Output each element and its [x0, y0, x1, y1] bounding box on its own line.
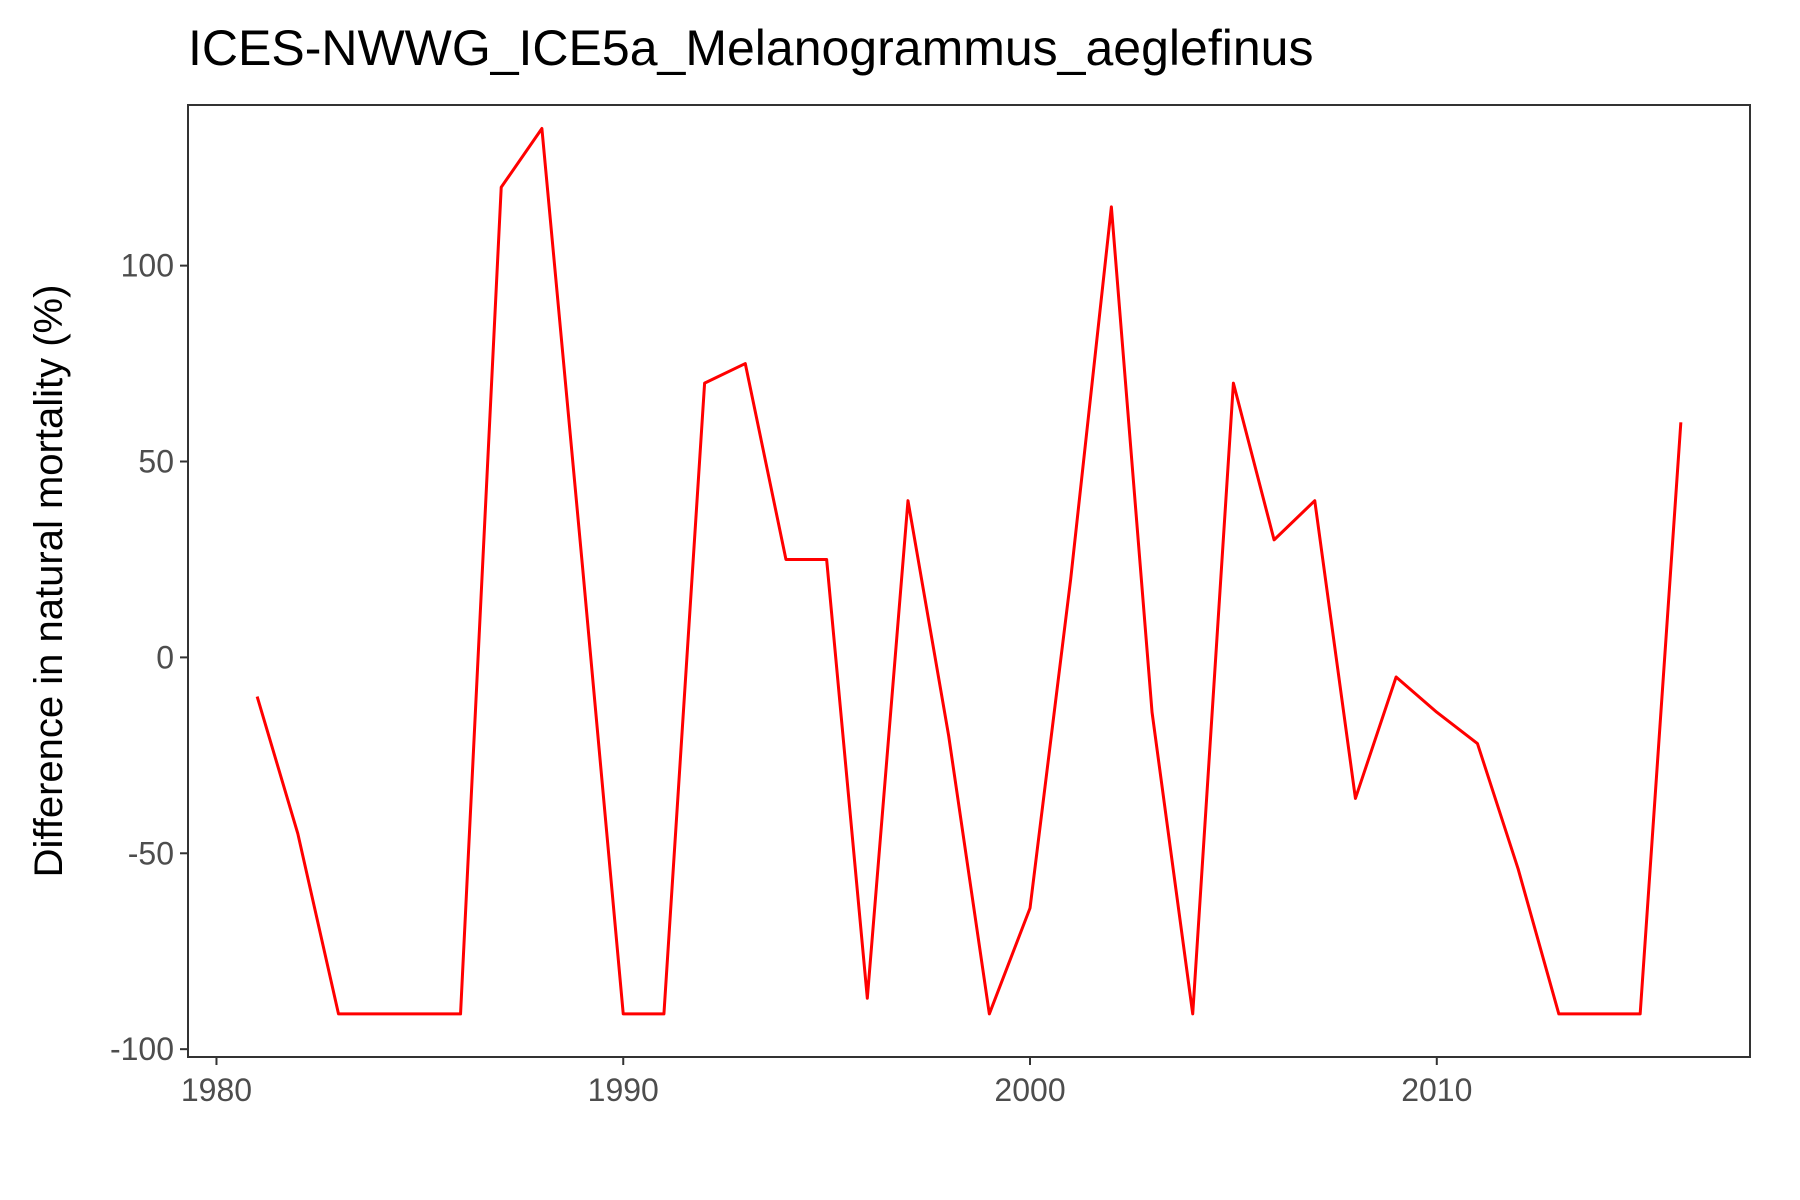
x-tick-label: 1980 — [181, 1072, 252, 1108]
plot-panel-border — [187, 104, 1751, 1058]
data-point — [256, 695, 259, 698]
y-tick-label: 50 — [138, 444, 174, 480]
data-point — [296, 832, 299, 835]
data-point — [1232, 382, 1235, 385]
data-point — [1598, 1012, 1601, 1015]
data-point — [1476, 742, 1479, 745]
series-layer — [255, 127, 1683, 1016]
x-tick-label: 1990 — [588, 1072, 659, 1108]
data-point — [378, 1012, 381, 1015]
data-point — [418, 1012, 421, 1015]
plot-panel — [188, 105, 1750, 1057]
data-point — [1069, 578, 1072, 581]
y-tick-label: -100 — [110, 1031, 174, 1067]
data-point — [1313, 499, 1316, 502]
chart-title: ICES-NWWG_ICE5a_Melanogrammus_aeglefinus — [188, 20, 1313, 76]
data-point — [540, 127, 543, 130]
data-point — [622, 1012, 625, 1015]
data-point — [1191, 1012, 1194, 1015]
data-point — [581, 566, 584, 569]
data-point — [866, 997, 869, 1000]
data-point — [459, 1012, 462, 1015]
data-point — [1151, 711, 1154, 714]
data-point — [1517, 867, 1520, 870]
data-point — [784, 558, 787, 561]
data-point — [1354, 797, 1357, 800]
x-tick-label: 2010 — [1401, 1072, 1472, 1108]
data-point — [744, 362, 747, 365]
data-point — [1639, 1012, 1642, 1015]
data-point — [947, 734, 950, 737]
y-tick-label: 100 — [121, 248, 174, 284]
y-tick-label: -50 — [128, 835, 174, 871]
data-point — [988, 1012, 991, 1015]
x-tick-label: 2000 — [994, 1072, 1065, 1108]
x-axis: 1980 1990 2000 2010 — [181, 1057, 1472, 1108]
data-point — [662, 1012, 665, 1015]
y-axis-title: Difference in natural mortality (%) — [27, 285, 71, 878]
data-point — [1395, 675, 1398, 678]
y-tick-label: 0 — [156, 639, 174, 675]
data-point — [1029, 907, 1032, 910]
series-line-0 — [255, 127, 1683, 1016]
data-point — [1273, 538, 1276, 541]
data-point — [500, 186, 503, 189]
data-point — [1435, 711, 1438, 714]
data-point — [703, 382, 706, 385]
data-point — [337, 1012, 340, 1015]
data-point — [906, 499, 909, 502]
data-point — [1110, 205, 1113, 208]
data-point — [1557, 1012, 1560, 1015]
data-point — [1679, 421, 1682, 424]
y-axis: -100 -50 0 50 100 — [110, 248, 188, 1067]
data-point — [825, 558, 828, 561]
